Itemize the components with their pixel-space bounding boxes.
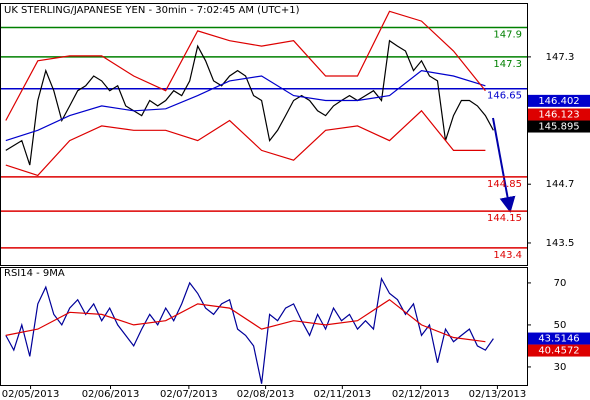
value-box [528,94,590,107]
x-tick-label: 02/07/2013 [160,389,218,400]
series-line [5,276,494,384]
value-box [528,344,590,357]
y-tick-label: 30 [554,362,567,373]
value-box [528,120,590,133]
level-label: 144.85 [487,179,522,190]
value-box [528,108,590,121]
value-box [528,332,590,345]
y-tick-label: 144.7 [546,179,575,190]
series-line [5,298,486,343]
value-box-label: 145.895 [538,122,579,133]
x-tick-label: 02/06/2013 [82,389,140,400]
x-tick-label: 02/12/2013 [392,389,450,400]
series-line [5,39,494,166]
level-label: 147.9 [493,30,522,41]
value-box-label: 40.4572 [538,346,579,357]
y-tick-label: 143.5 [546,238,575,249]
rsi-title: RSI14 - 9MA [4,268,65,279]
x-tick-label: 02/05/2013 [2,389,60,400]
x-tick-label: 02/13/2013 [469,389,527,400]
level-label: 144.15 [487,213,522,224]
price-panel [0,3,528,266]
series-line [5,10,486,121]
level-label: 147.3 [493,59,522,70]
value-box-label: 146.123 [538,110,579,121]
x-tick-label: 02/11/2013 [314,389,372,400]
value-box-label: 43.5146 [538,334,579,345]
projection-arrow [492,117,516,213]
x-tick-label: 02/08/2013 [237,389,295,400]
level-label: 143.4 [493,250,522,261]
y-tick-label: 50 [554,320,567,331]
level-label: 146.65 [487,91,522,102]
y-tick-label: 147.3 [546,52,575,63]
series-line [5,109,486,177]
chart-title: UK STERLING/JAPANESE YEN - 30min - 7:02:… [4,5,300,16]
y-tick-label: 70 [554,278,567,289]
series-line [5,69,486,142]
rsi-panel [0,267,528,386]
value-box-label: 146.402 [538,96,579,107]
